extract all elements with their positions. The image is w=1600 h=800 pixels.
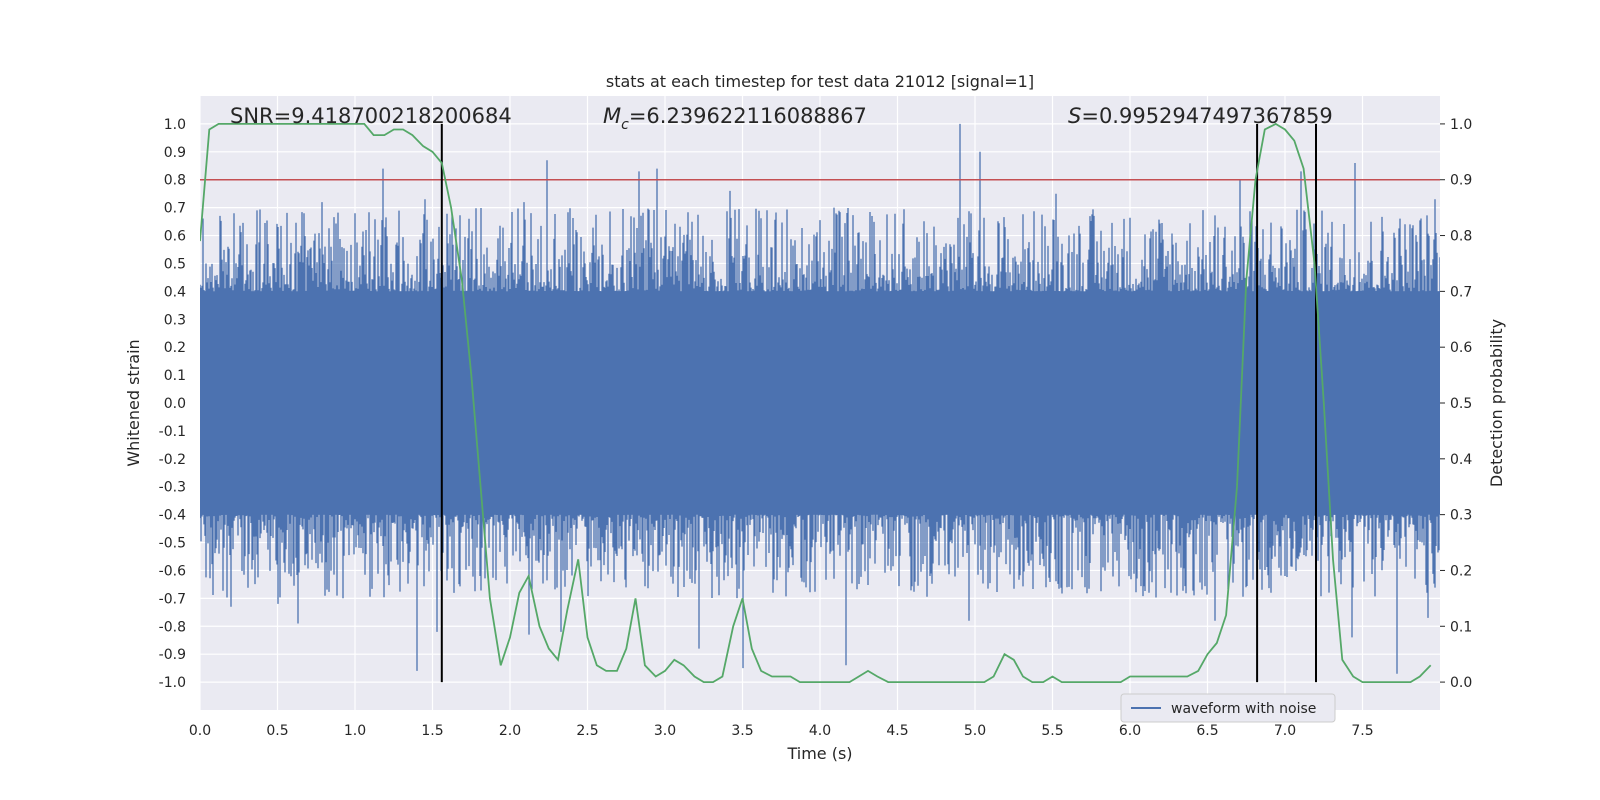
x-tick-label: 0.5 — [266, 723, 288, 739]
x-tick-label: 5.5 — [1041, 723, 1063, 739]
y-tick-label: 0.6 — [164, 229, 186, 245]
y-tick-label: 0.4 — [164, 284, 186, 300]
chirp-mass-annotation: Mc=6.239622116088867 — [603, 104, 867, 133]
chart-title: stats at each timestep for test data 210… — [606, 72, 1034, 91]
y-right-tick-label: 0.9 — [1450, 173, 1472, 189]
x-axis-ticks: 0.0 0.5 1.0 1.5 2.0 2.5 3.0 3.5 4.0 4.5 5.0 5.5 6.0 6… — [189, 723, 1374, 739]
mc-subscript: c — [621, 117, 629, 133]
y-axis-right-label: Detection probability — [1487, 319, 1506, 487]
marker-lines — [440, 123, 1317, 683]
y-right-tick-label: 0.6 — [1450, 340, 1472, 356]
s-annotation: S=0.9952947497367859 — [1068, 104, 1333, 128]
x-tick-label: 4.5 — [886, 723, 908, 739]
x-tick-label: 3.5 — [731, 723, 753, 739]
x-tick-label: 0.0 — [189, 723, 211, 739]
y-tick-label: -0.5 — [159, 536, 186, 552]
snr-annotation: SNR=9.418700218200684 — [230, 104, 512, 128]
y-tick-label: 0.3 — [164, 312, 186, 328]
y-tick-label: 0.8 — [164, 173, 186, 189]
x-tick-label: 1.0 — [344, 723, 366, 739]
y-tick-label: -0.8 — [159, 619, 186, 635]
x-axis-label: Time (s) — [786, 744, 852, 763]
y-axis-left-ticks: 1.0 0.9 0.8 0.7 0.6 0.5 0.4 0.3 0.2 0.1 0.0 -0.1 -0.… — [159, 117, 186, 691]
x-tick-label: 3.0 — [654, 723, 676, 739]
y-tick-label: -0.6 — [159, 563, 186, 579]
y-tick-label: 0.5 — [164, 256, 186, 272]
x-tick-label: 6.5 — [1196, 723, 1218, 739]
x-tick-label: 2.5 — [576, 723, 598, 739]
y-right-tick-label: 0.1 — [1450, 619, 1472, 635]
y-tick-label: 0.7 — [164, 201, 186, 217]
y-tick-label: 0.1 — [164, 368, 186, 384]
y-tick-label: 0.2 — [164, 340, 186, 356]
y-right-tick-label: 0.7 — [1450, 284, 1472, 300]
y-axis-right-ticks: 1.0 0.9 0.8 0.7 0.6 0.5 0.4 0.3 0.2 0.1 0.0 — [1440, 117, 1472, 691]
y-tick-label: -0.9 — [159, 647, 186, 663]
waveform-series — [200, 123, 1440, 674]
y-tick-label: -0.1 — [159, 424, 186, 440]
probability-series — [200, 122, 1432, 683]
legend: waveform with noise — [1120, 693, 1336, 723]
y-right-tick-label: 0.8 — [1450, 229, 1472, 245]
y-tick-label: -0.2 — [159, 452, 186, 468]
y-right-tick-label: 0.5 — [1450, 396, 1472, 412]
y-tick-label: -0.4 — [159, 508, 186, 524]
x-tick-label: 6.0 — [1119, 723, 1141, 739]
x-tick-label: 1.5 — [421, 723, 443, 739]
mc-symbol: M — [603, 104, 621, 128]
y-tick-label: -0.7 — [159, 591, 186, 607]
y-right-tick-label: 0.3 — [1450, 508, 1472, 524]
y-right-tick-label: 1.0 — [1450, 117, 1472, 133]
x-tick-label: 2.0 — [499, 723, 521, 739]
x-tick-label: 7.0 — [1274, 723, 1296, 739]
s-symbol: S — [1068, 104, 1081, 128]
mc-value: =6.239622116088867 — [629, 104, 867, 128]
y-right-tick-label: 0.2 — [1450, 563, 1472, 579]
y-tick-label: -1.0 — [159, 675, 186, 691]
y-tick-label: 1.0 — [164, 117, 186, 133]
x-tick-label: 5.0 — [964, 723, 986, 739]
y-right-tick-label: 0.0 — [1450, 675, 1472, 691]
y-right-tick-label: 0.4 — [1450, 452, 1472, 468]
y-tick-label: 0.0 — [164, 396, 186, 412]
legend-box — [1120, 693, 1336, 723]
x-tick-label: 4.0 — [809, 723, 831, 739]
legend-label: waveform with noise — [1171, 701, 1316, 717]
y-tick-label: -0.3 — [159, 480, 186, 496]
y-axis-left-label: Whitened strain — [124, 339, 143, 466]
waveform-band — [200, 291, 1440, 515]
x-tick-label: 7.5 — [1351, 723, 1373, 739]
y-tick-label: 0.9 — [164, 145, 186, 161]
s-value: =0.9952947497367859 — [1081, 104, 1332, 128]
